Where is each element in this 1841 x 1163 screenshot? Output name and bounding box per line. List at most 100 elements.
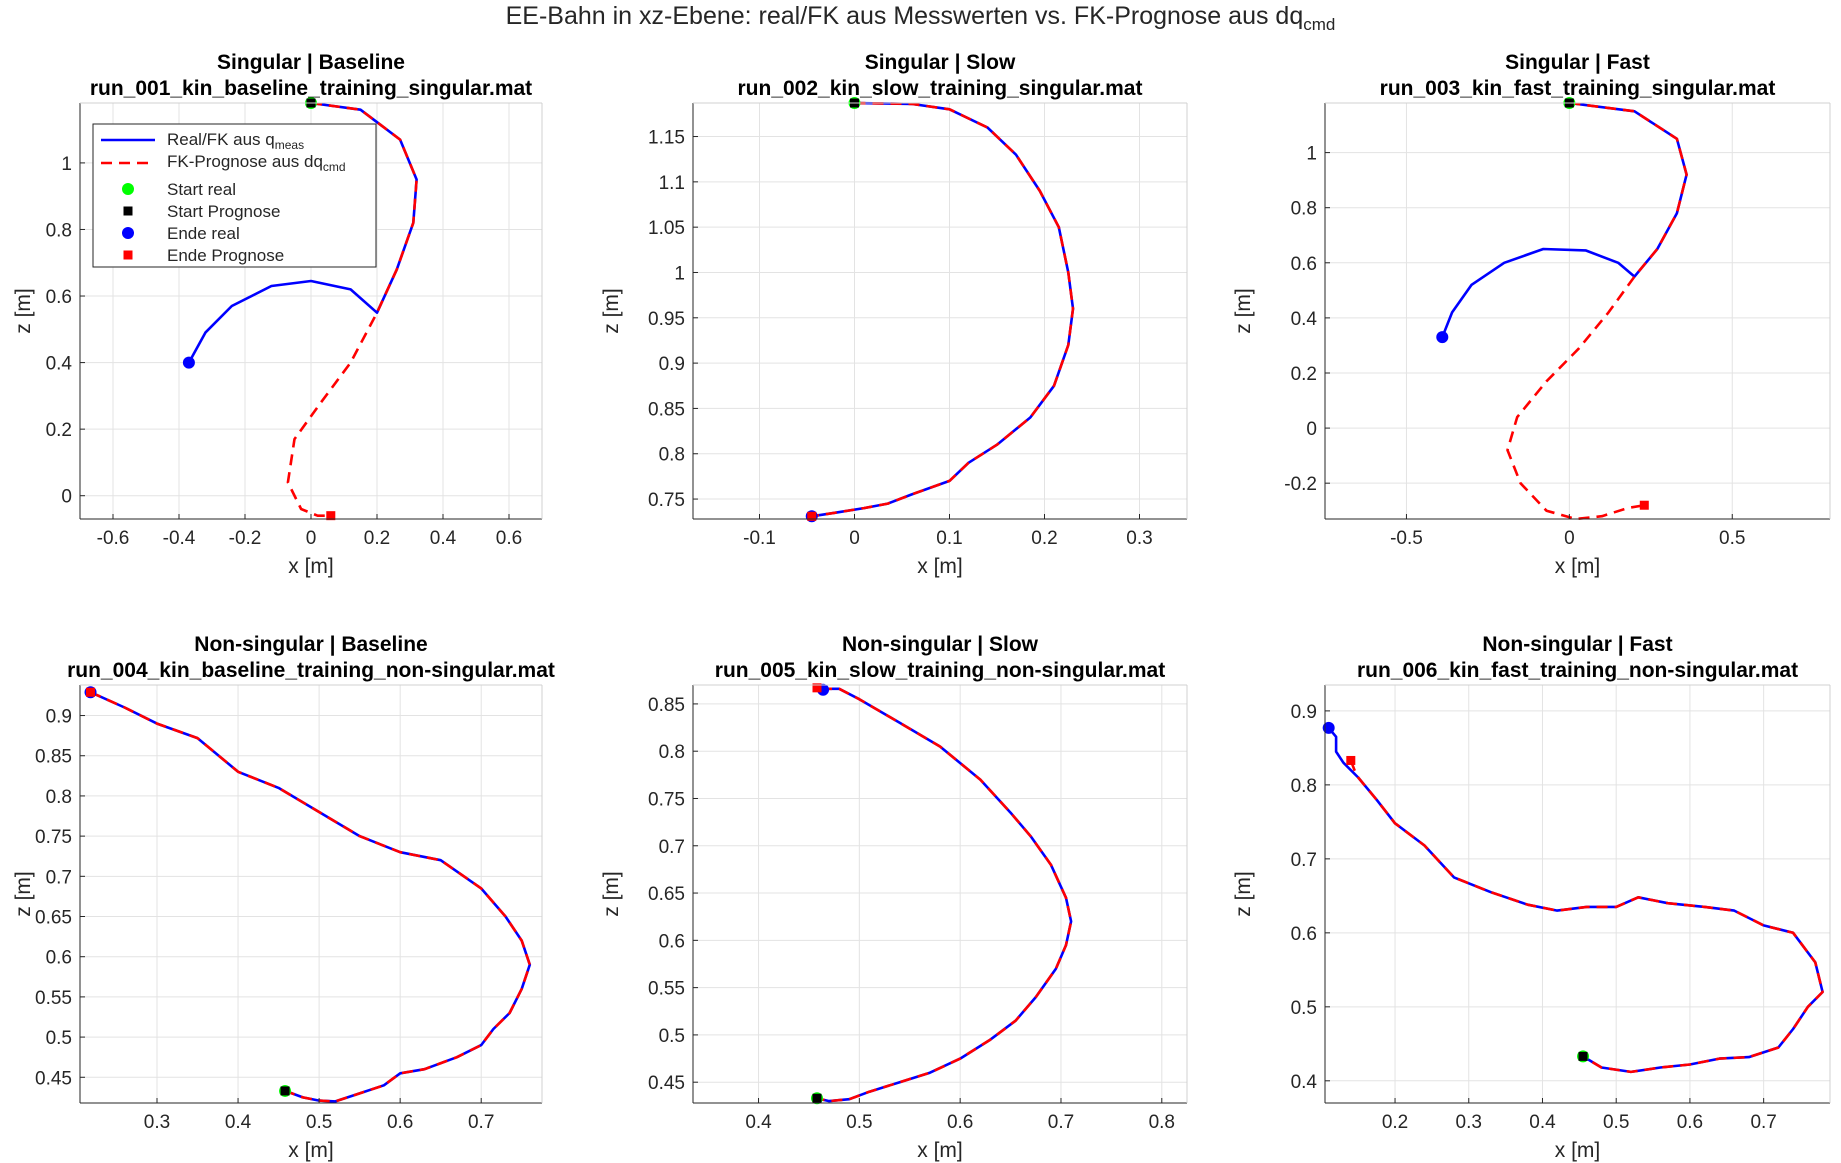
x-axis-label: x [m] bbox=[288, 555, 334, 578]
y-tick-label: 0.85 bbox=[35, 747, 72, 768]
subplot-3: -0.5 0 0.5 -0.2 0 0.2 0.4 0.6 0.8 1 Singular | Fas… bbox=[1232, 51, 1831, 578]
y-tick-label: 0.85 bbox=[648, 695, 685, 716]
subplot-5: 0.4 0.5 0.6 0.7 0.8 0.45 0.5 0.55 0.6 0.65 0.7 0.75… bbox=[600, 633, 1188, 1162]
y-tick-label: 1.1 bbox=[659, 173, 685, 194]
y-tick-label: 0.7 bbox=[659, 837, 685, 858]
y-tick-label: 1 bbox=[1306, 144, 1317, 165]
series-prognose-line bbox=[816, 687, 1073, 1103]
x-tick-label: 0 bbox=[849, 528, 860, 549]
y-tick-label: 1 bbox=[61, 154, 72, 175]
y-tick-label: 0.9 bbox=[659, 354, 685, 375]
y-tick-label: 0.4 bbox=[1291, 309, 1318, 330]
y-tick-label: 0.9 bbox=[1291, 702, 1317, 723]
y-tick-label: 0.6 bbox=[1291, 924, 1317, 945]
y-tick-label: 0.75 bbox=[648, 490, 685, 511]
figure-title: EE-Bahn in xz-Ebene: real/FK aus Messwer… bbox=[0, 2, 1841, 35]
subplot-file-title: run_004_kin_baseline_training_non-singul… bbox=[67, 659, 555, 682]
y-tick-label: -0.2 bbox=[1284, 474, 1317, 495]
x-tick-label: 0.6 bbox=[947, 1112, 973, 1133]
x-tick-label: 0.4 bbox=[745, 1112, 772, 1133]
series-prognose-line bbox=[1349, 760, 1824, 1074]
y-tick-label: 0.6 bbox=[46, 948, 72, 969]
marker-start-prognose bbox=[812, 1093, 822, 1103]
y-tick-label: 0.85 bbox=[648, 399, 685, 420]
x-tick-label: -0.1 bbox=[743, 528, 776, 549]
x-tick-label: 0.3 bbox=[144, 1112, 170, 1133]
x-tick-label: 0.5 bbox=[1719, 528, 1745, 549]
x-tick-label: 0.6 bbox=[496, 528, 522, 549]
y-tick-label: 1 bbox=[674, 263, 685, 284]
plot-area bbox=[1325, 103, 1830, 519]
legend-end-prognose-label: Ende Prognose bbox=[167, 246, 284, 265]
y-tick-label: 0 bbox=[1306, 419, 1317, 440]
y-tick-label: 0.7 bbox=[46, 867, 72, 888]
subplot-title: Singular | Fast bbox=[1505, 51, 1650, 74]
x-tick-label: 0.4 bbox=[225, 1112, 252, 1133]
x-tick-label: 0.4 bbox=[1529, 1112, 1556, 1133]
subplot-title: Non-singular | Slow bbox=[842, 633, 1039, 656]
marker-end-real bbox=[1436, 331, 1449, 344]
y-tick-label: 0.65 bbox=[648, 884, 685, 905]
y-tick-label: 0.65 bbox=[35, 908, 72, 929]
subplot-file-title: run_001_kin_baseline_training_singular.m… bbox=[90, 77, 532, 100]
series-prognose-line bbox=[811, 101, 1075, 518]
y-tick-label: 0.9 bbox=[46, 707, 72, 728]
subplot-file-title: run_002_kin_slow_training_singular.mat bbox=[738, 77, 1143, 100]
x-tick-label: -0.2 bbox=[229, 528, 262, 549]
plot-area bbox=[80, 685, 542, 1103]
y-tick-label: 0.2 bbox=[1291, 364, 1317, 385]
y-tick-label: 0.45 bbox=[35, 1068, 72, 1089]
x-tick-label: 0.7 bbox=[1048, 1112, 1074, 1133]
y-axis-label: z [m] bbox=[12, 871, 35, 917]
legend-prognose-label: FK-Prognose aus dqcmd bbox=[167, 152, 346, 174]
y-tick-label: 0.7 bbox=[1291, 850, 1317, 871]
x-axis-label: x [m] bbox=[288, 1139, 334, 1162]
x-tick-label: 0.3 bbox=[1126, 528, 1152, 549]
marker-end-prognose bbox=[86, 687, 96, 697]
plot-area bbox=[1325, 685, 1830, 1103]
y-tick-label: 0.8 bbox=[659, 742, 685, 763]
y-tick-label: 0.6 bbox=[1291, 254, 1317, 275]
y-tick-label: 0.75 bbox=[648, 789, 685, 810]
legend-end-real-marker bbox=[122, 227, 134, 239]
y-tick-label: 0.4 bbox=[1291, 1072, 1318, 1093]
x-tick-label: 0.3 bbox=[1456, 1112, 1482, 1133]
subplot-title: Non-singular | Fast bbox=[1482, 633, 1672, 656]
legend-end-real-label: Ende real bbox=[167, 224, 240, 243]
x-tick-label: 0.2 bbox=[364, 528, 390, 549]
y-tick-label: 0.8 bbox=[1291, 199, 1317, 220]
x-axis-label: x [m] bbox=[1555, 1139, 1601, 1162]
y-tick-label: 1.05 bbox=[648, 218, 685, 239]
y-tick-label: 0 bbox=[61, 487, 72, 508]
x-tick-label: 0.5 bbox=[846, 1112, 872, 1133]
x-tick-label: 0.4 bbox=[430, 528, 457, 549]
x-tick-label: 0.7 bbox=[1750, 1112, 1776, 1133]
series-prognose-line bbox=[286, 101, 418, 518]
y-tick-label: 0.55 bbox=[35, 988, 72, 1009]
subplot-file-title: run_005_kin_slow_training_non-singular.m… bbox=[715, 659, 1165, 682]
marker-end-real bbox=[182, 356, 195, 369]
subplot-file-title: run_003_kin_fast_training_singular.mat bbox=[1380, 77, 1776, 100]
x-axis-label: x [m] bbox=[917, 1139, 963, 1162]
y-tick-label: 0.8 bbox=[46, 220, 72, 241]
subplot-title: Non-singular | Baseline bbox=[194, 633, 427, 656]
figure-title-main: EE-Bahn in xz-Ebene: real/FK aus Messwer… bbox=[505, 2, 1304, 30]
y-tick-label: 0.5 bbox=[659, 1026, 685, 1047]
marker-end-real bbox=[1322, 721, 1335, 734]
series-prognose-line bbox=[89, 691, 532, 1103]
y-tick-label: 0.2 bbox=[46, 420, 72, 441]
subplot-title: Singular | Baseline bbox=[217, 51, 405, 74]
figure-title-subscript: cmd bbox=[1303, 15, 1336, 34]
y-axis-label: z [m] bbox=[1232, 288, 1255, 334]
y-axis-label: z [m] bbox=[1232, 871, 1255, 917]
series-real-line bbox=[1441, 101, 1688, 338]
plot-area bbox=[693, 685, 1187, 1103]
marker-start-prognose bbox=[280, 1086, 290, 1096]
subplot-2: -0.1 0 0.1 0.2 0.3 0.75 0.8 0.85 0.9 0.95 1 1.05 1.1… bbox=[600, 51, 1188, 578]
x-axis-label: x [m] bbox=[917, 555, 963, 578]
x-tick-label: -0.6 bbox=[97, 528, 130, 549]
legend-real-label: Real/FK aus qmeas bbox=[167, 130, 304, 152]
y-tick-label: 0.55 bbox=[648, 979, 685, 1000]
